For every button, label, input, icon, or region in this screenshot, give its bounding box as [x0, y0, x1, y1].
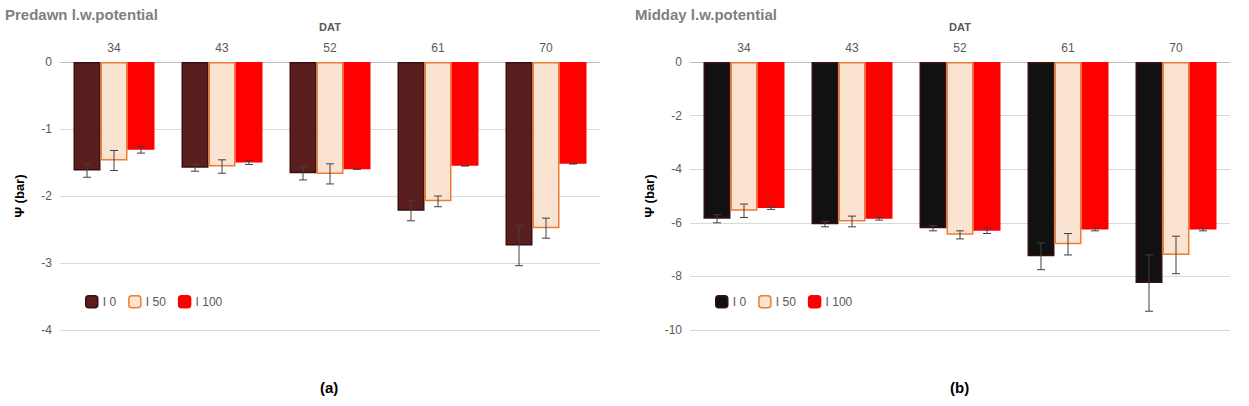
svg-text:-4: -4 [671, 162, 682, 176]
svg-text:70: 70 [539, 41, 553, 55]
svg-text:52: 52 [953, 41, 967, 55]
svg-text:-8: -8 [671, 269, 682, 283]
svg-text:Midday l.w.potential: Midday l.w.potential [635, 6, 777, 23]
svg-text:0: 0 [675, 55, 682, 69]
svg-text:I 100: I 100 [196, 295, 223, 309]
svg-text:70: 70 [1169, 41, 1183, 55]
svg-text:I 50: I 50 [776, 295, 796, 309]
svg-text:-2: -2 [41, 189, 52, 203]
svg-text:34: 34 [737, 41, 751, 55]
svg-text:DAT: DAT [319, 21, 341, 33]
svg-text:34: 34 [107, 41, 121, 55]
svg-text:DAT: DAT [949, 21, 971, 33]
svg-text:61: 61 [1061, 41, 1075, 55]
svg-text:-6: -6 [671, 216, 682, 230]
svg-text:0: 0 [45, 55, 52, 69]
svg-text:-4: -4 [41, 323, 52, 337]
svg-text:52: 52 [323, 41, 337, 55]
svg-text:I 0: I 0 [103, 295, 117, 309]
svg-text:(a): (a) [320, 379, 338, 396]
svg-text:(b): (b) [950, 379, 969, 396]
svg-text:-2: -2 [671, 109, 682, 123]
svg-text:43: 43 [845, 41, 859, 55]
svg-text:I 100: I 100 [826, 295, 853, 309]
svg-text:-10: -10 [665, 323, 683, 337]
svg-text:I 50: I 50 [146, 295, 166, 309]
svg-text:-3: -3 [41, 256, 52, 270]
svg-text:-1: -1 [41, 122, 52, 136]
svg-text:43: 43 [215, 41, 229, 55]
svg-text:61: 61 [431, 41, 445, 55]
svg-text:Ψ (bar): Ψ (bar) [642, 174, 657, 217]
svg-text:Predawn l.w.potential: Predawn l.w.potential [5, 6, 158, 23]
svg-text:Ψ (bar): Ψ (bar) [12, 174, 27, 217]
svg-text:I 0: I 0 [733, 295, 747, 309]
